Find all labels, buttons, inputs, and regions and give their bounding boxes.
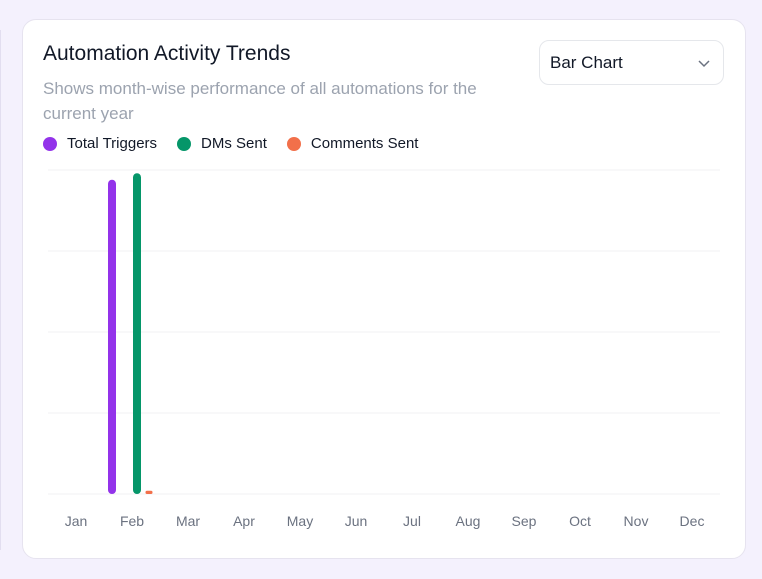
page-left-edge	[0, 30, 1, 550]
x-tick-label: May	[287, 513, 313, 529]
activity-trends-card: Automation Activity Trends Shows month-w…	[22, 19, 746, 559]
chart-legend: Total Triggers DMs Sent Comments Sent	[43, 135, 418, 152]
card-title: Automation Activity Trends	[43, 42, 291, 65]
x-tick-label: Jun	[345, 513, 368, 529]
x-tick-label: Oct	[569, 513, 591, 529]
legend-item-total-triggers[interactable]: Total Triggers	[43, 135, 157, 152]
bar-comments-sent[interactable]	[145, 490, 153, 494]
legend-swatch	[286, 136, 301, 151]
legend-swatch	[43, 136, 57, 151]
legend-item-comments-sent[interactable]: Comments Sent	[286, 135, 419, 152]
x-tick-label: Apr	[233, 513, 255, 529]
x-tick-label: Sep	[512, 513, 537, 529]
bar-dms-sent[interactable]	[133, 173, 141, 495]
chevron-down-icon	[698, 59, 710, 67]
legend-label: DMs Sent	[201, 135, 267, 152]
x-tick-label: Jul	[403, 513, 421, 529]
x-tick-label: Mar	[176, 513, 200, 529]
legend-label: Total Triggers	[67, 135, 158, 152]
legend-label: Comments Sent	[310, 135, 419, 152]
x-tick-label: Nov	[624, 513, 649, 529]
x-tick-label: Dec	[680, 513, 705, 529]
legend-swatch	[177, 136, 192, 151]
x-tick-label: Feb	[120, 513, 144, 529]
x-tick-label: Aug	[456, 513, 481, 529]
card-subtitle: Shows month-wise performance of all auto…	[43, 79, 477, 123]
x-tick-label: Jan	[65, 513, 88, 529]
bar-total-triggers[interactable]	[108, 179, 116, 494]
chart-type-select[interactable]: Bar Chart	[539, 40, 724, 85]
chart-type-value: Bar Chart	[550, 52, 623, 72]
legend-item-dms-sent[interactable]: DMs Sent	[177, 135, 267, 152]
